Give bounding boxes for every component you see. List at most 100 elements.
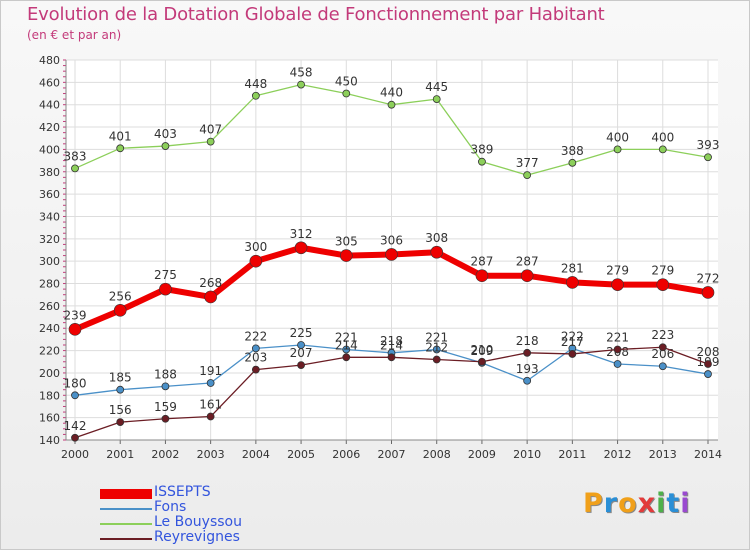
data-point (613, 345, 622, 354)
data-point (68, 323, 82, 336)
data-label: 383 (64, 149, 87, 163)
data-point (520, 269, 534, 283)
x-tick-label: 2001 (106, 448, 134, 461)
data-point (161, 414, 170, 423)
y-tick-label: 340 (39, 210, 60, 223)
data-label: 275 (154, 268, 177, 282)
logo-letter: i (656, 488, 667, 519)
data-point (568, 350, 577, 358)
data-label: 400 (606, 130, 629, 144)
x-tick-label: 2011 (558, 448, 586, 461)
logo-letter: t (666, 488, 681, 519)
x-tick-label: 2010 (513, 448, 541, 461)
data-point (251, 344, 260, 353)
data-label: 268 (199, 276, 222, 290)
data-label: 279 (606, 264, 629, 278)
data-point (385, 248, 398, 261)
y-tick-label: 360 (39, 188, 60, 201)
x-tick-label: 2003 (197, 448, 225, 461)
y-tick-label: 280 (39, 278, 60, 291)
x-tick-label: 2012 (604, 448, 632, 461)
data-point (294, 241, 308, 255)
data-point (249, 254, 263, 268)
y-tick-label: 440 (39, 99, 60, 112)
data-point (297, 80, 305, 89)
data-label: 222 (244, 329, 267, 343)
data-label: 218 (380, 334, 403, 348)
data-point (432, 355, 441, 364)
legend-item: Fons (100, 499, 300, 516)
data-point (432, 345, 441, 354)
logo-letter: i (680, 488, 691, 519)
data-label: 203 (244, 351, 267, 365)
data-label: 308 (425, 231, 448, 245)
y-tick-label: 160 (39, 412, 60, 425)
x-tick-label: 2002 (151, 448, 179, 461)
legend-label: ISSEPTS (154, 484, 211, 500)
data-label: 193 (516, 362, 539, 376)
data-point (297, 361, 305, 370)
data-point (71, 391, 79, 400)
data-point (475, 269, 489, 283)
y-tick-label: 180 (39, 389, 60, 402)
data-label: 208 (697, 345, 720, 359)
data-label: 206 (651, 347, 674, 361)
data-point (116, 418, 125, 427)
y-tick-label: 240 (39, 322, 60, 335)
data-label: 272 (697, 271, 720, 285)
data-point (206, 137, 215, 146)
data-point (387, 353, 396, 362)
y-tick-label: 380 (39, 166, 60, 179)
data-label: 180 (64, 376, 87, 390)
data-label: 214 (335, 338, 358, 352)
x-tick-label: 2007 (378, 448, 406, 461)
data-label: 287 (516, 255, 539, 269)
data-label: 221 (606, 330, 629, 344)
data-label: 279 (651, 264, 674, 278)
legend-item: Reyrevignes (100, 529, 300, 546)
data-point (566, 276, 579, 289)
data-point (432, 95, 441, 104)
x-tick-label: 2004 (242, 448, 270, 461)
data-point (613, 360, 622, 368)
data-label: 458 (290, 66, 313, 80)
data-label: 218 (516, 334, 539, 348)
legend: ISSEPTS Fons Le Bouyssou Reyrevignes (100, 484, 300, 546)
data-label: 445 (425, 80, 448, 94)
data-point (523, 376, 532, 385)
data-point (568, 158, 577, 167)
logo-letter: o (618, 488, 638, 519)
data-point (71, 164, 79, 173)
data-point (478, 157, 486, 166)
data-label: 159 (154, 400, 177, 414)
data-point (704, 360, 712, 368)
logo-letter: P (583, 488, 604, 519)
proxiti-logo: Proxiti (583, 488, 691, 519)
data-point (206, 379, 215, 387)
data-label: 312 (290, 227, 313, 241)
data-point (387, 100, 396, 109)
data-point (478, 357, 486, 366)
data-label: 450 (335, 75, 358, 89)
x-tick-label: 2009 (468, 448, 496, 461)
data-label: 239 (64, 308, 87, 322)
data-label: 185 (109, 371, 132, 385)
legend-swatch (100, 523, 152, 525)
legend-swatch (100, 489, 152, 499)
data-point (701, 286, 715, 299)
data-point (113, 304, 127, 317)
data-point (71, 433, 79, 442)
y-tick-label: 220 (39, 345, 60, 358)
data-point (161, 142, 170, 150)
data-point (611, 278, 624, 291)
data-label: 389 (470, 143, 493, 157)
data-point (658, 362, 667, 371)
data-point (342, 353, 351, 362)
data-label: 300 (244, 240, 267, 254)
data-point (297, 341, 305, 349)
legend-label: Fons (154, 499, 187, 515)
legend-item: ISSEPTS (100, 484, 300, 501)
x-tick-label: 2005 (287, 448, 315, 461)
y-tick-label: 460 (39, 76, 60, 89)
